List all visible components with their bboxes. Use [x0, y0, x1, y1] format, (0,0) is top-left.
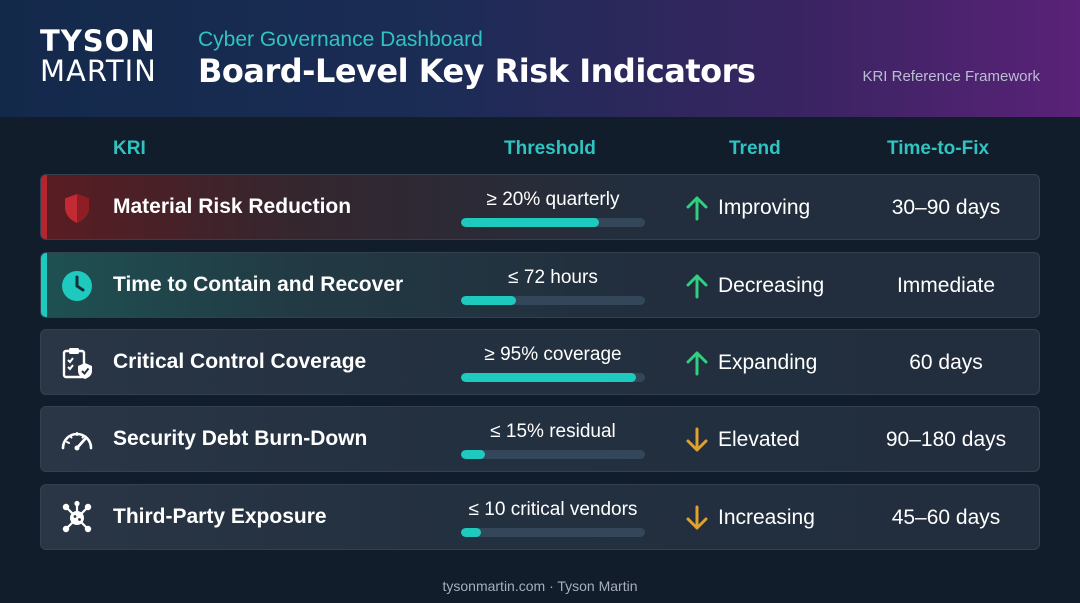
framework-label: KRI Reference Framework: [862, 68, 1040, 85]
threshold-progress-track: [461, 450, 645, 459]
threshold-progress-fill: [461, 296, 517, 305]
logo: TYSON MARTIN: [40, 26, 157, 86]
trend-label: Expanding: [718, 351, 818, 374]
trend-down-arrow-icon: [686, 427, 708, 452]
kri-name: Critical Control Coverage: [113, 350, 367, 373]
trend-label: Elevated: [718, 428, 800, 451]
kri-name: Material Risk Reduction: [113, 195, 352, 218]
threshold-progress-fill: [461, 528, 482, 537]
trend-up-arrow-icon: [686, 351, 708, 376]
column-header-time-to-fix: Time-to-Fix: [887, 138, 990, 159]
kri-row-critical-control-coverage: Critical Control Coverage ≥ 95% coverage…: [40, 329, 1040, 395]
dashboard-subtitle: Cyber Governance Dashboard: [198, 28, 483, 51]
threshold-label: ≤ 72 hours: [508, 267, 598, 288]
threshold-progress-fill: [461, 373, 636, 382]
trend-up-arrow-icon: [686, 196, 708, 221]
kri-name: Security Debt Burn-Down: [113, 427, 368, 450]
kri-row-security-debt-burn-down: Security Debt Burn-Down ≤ 15% residual E…: [40, 406, 1040, 472]
threshold-label: ≥ 20% quarterly: [486, 189, 620, 210]
row-accent: [41, 175, 47, 239]
threshold-label: ≥ 95% coverage: [484, 344, 622, 365]
threshold-progress-track: [461, 218, 645, 227]
column-header-threshold: Threshold: [504, 138, 596, 159]
trend-label: Increasing: [718, 506, 815, 529]
clipboard-check-icon: [62, 348, 92, 379]
logo-top: TYSON: [40, 24, 156, 58]
threshold-label: ≤ 10 critical vendors: [468, 499, 638, 520]
row-accent: [41, 253, 47, 317]
threshold-progress-track: [461, 296, 645, 305]
threshold-progress-fill: [461, 450, 485, 459]
column-header-trend: Trend: [729, 138, 781, 159]
kri-name: Third-Party Exposure: [113, 505, 327, 528]
trend-up-arrow-icon: [686, 274, 708, 299]
time-to-fix-label: 30–90 days: [891, 196, 1001, 219]
column-header-kri: KRI: [113, 138, 146, 159]
time-to-fix-label: 45–60 days: [891, 506, 1001, 529]
kri-row-material-risk-reduction: Material Risk Reduction ≥ 20% quarterly …: [40, 174, 1040, 240]
threshold-progress-track: [461, 373, 645, 382]
threshold-label: ≤ 15% residual: [490, 421, 616, 442]
trend-down-arrow-icon: [686, 505, 708, 530]
kri-row-third-party-exposure: Third-Party Exposure ≤ 10 critical vendo…: [40, 484, 1040, 550]
page-title: Board-Level Key Risk Indicators: [198, 52, 756, 90]
gauge-icon: [61, 432, 93, 451]
network-icon: [62, 500, 92, 533]
shield-icon: [65, 194, 89, 223]
kri-row-time-to-contain: Time to Contain and Recover ≤ 72 hours D…: [40, 252, 1040, 318]
threshold-progress-track: [461, 528, 645, 537]
time-to-fix-label: 90–180 days: [885, 428, 1007, 451]
kri-name: Time to Contain and Recover: [113, 273, 404, 296]
trend-label: Decreasing: [718, 274, 825, 297]
threshold-progress-fill: [461, 218, 599, 227]
time-to-fix-label: Immediate: [896, 274, 996, 297]
logo-bottom: MARTIN: [40, 54, 157, 88]
trend-label: Improving: [718, 196, 811, 219]
time-to-fix-label: 60 days: [909, 351, 983, 374]
footer-credit: tysonmartin.com · Tyson Martin: [442, 578, 638, 594]
header-banner: TYSON MARTIN Cyber Governance Dashboard …: [0, 0, 1080, 117]
clock-icon: [62, 271, 92, 301]
